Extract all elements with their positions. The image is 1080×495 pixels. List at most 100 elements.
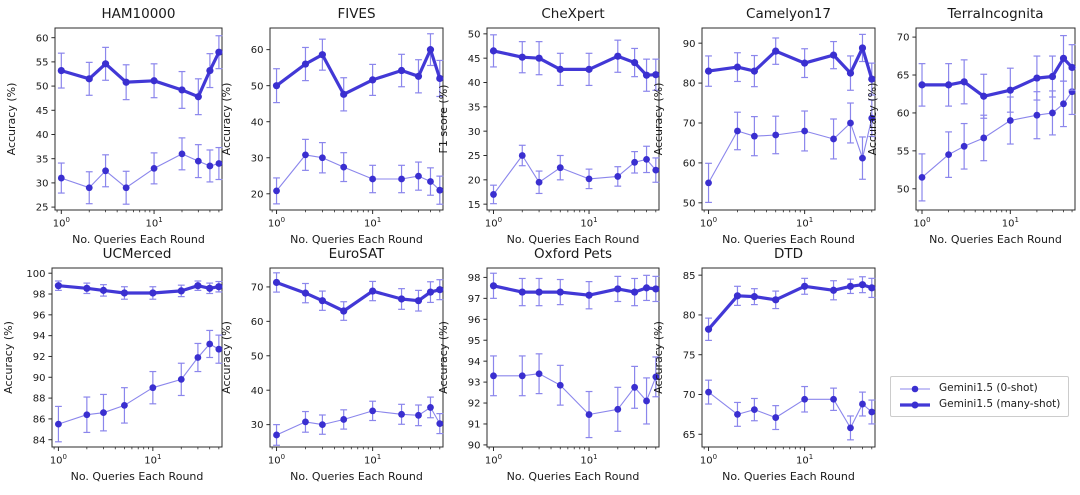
data-point-marker <box>340 307 348 315</box>
x-tick-label: 100 <box>53 216 70 230</box>
series-line <box>275 280 441 313</box>
data-point-marker <box>733 292 742 300</box>
y-tick-label: 94 <box>468 357 481 368</box>
data-point-marker <box>868 75 876 83</box>
data-point-marker <box>631 383 639 391</box>
data-point-marker <box>149 384 157 392</box>
data-point-marker <box>535 370 543 378</box>
data-point-marker <box>194 354 202 361</box>
y-tick-label: 30 <box>36 178 49 189</box>
data-point-marker <box>631 288 639 296</box>
data-point-marker <box>272 278 281 287</box>
x-tick-label: 101 <box>364 216 381 230</box>
data-point-marker <box>642 71 651 79</box>
series-many-shot <box>489 272 660 310</box>
y-tick-label: 40 <box>468 78 481 89</box>
data-point-marker <box>652 71 660 79</box>
data-point-marker <box>772 131 780 139</box>
y-tick-label: 40 <box>251 117 264 128</box>
y-tick-label: 15 <box>468 200 481 211</box>
data-point-marker <box>206 162 214 170</box>
data-point-marker <box>177 375 185 383</box>
data-point-marker <box>415 172 422 180</box>
x-axis-label: No. Queries Each Round <box>722 470 855 483</box>
legend: Gemini1.5 (0-shot) Gemini1.5 (many-shot) <box>890 376 1070 417</box>
data-point-marker <box>273 431 280 439</box>
y-axis-label: Accuracy (%) <box>866 83 879 156</box>
data-point-marker <box>750 67 758 75</box>
y-tick-label: 55 <box>897 146 910 157</box>
data-point-marker <box>206 284 214 292</box>
y-tick-label: 45 <box>36 106 49 117</box>
data-point-marker <box>960 78 968 86</box>
y-tick-label: 88 <box>33 394 46 405</box>
series-zero-shot <box>705 99 876 204</box>
data-point-marker <box>178 86 186 94</box>
y-tick-label: 25 <box>468 151 481 162</box>
data-point-marker <box>150 164 158 172</box>
y-tick-label: 50 <box>251 351 264 362</box>
data-point-marker <box>1068 63 1076 72</box>
y-tick-label: 90 <box>468 441 481 452</box>
data-point-marker <box>397 66 406 75</box>
y-tick-label: 96 <box>33 310 46 321</box>
data-point-marker <box>945 151 952 159</box>
legend-item-zero-shot: Gemini1.5 (0-shot) <box>898 382 1060 395</box>
data-point-marker <box>801 127 809 135</box>
data-point-marker <box>436 74 444 83</box>
series-zero-shot <box>57 137 223 205</box>
data-point-marker <box>704 325 713 333</box>
data-point-marker <box>215 48 223 56</box>
x-axis-label: No. Queries Each Round <box>507 233 640 246</box>
data-point-marker <box>436 186 444 194</box>
x-tick-label: 101 <box>580 216 597 230</box>
thick-line-marker-icon <box>900 401 930 408</box>
data-point-marker <box>436 420 444 427</box>
y-tick-label: 60 <box>897 109 910 120</box>
data-point-marker <box>369 407 377 415</box>
data-point-marker <box>652 166 660 174</box>
data-point-marker <box>1060 100 1067 108</box>
subplot-oxford-pets: 90 91 92 93 94 95 96 97 98 100 101 Oxford Pets Accur… <box>437 246 660 483</box>
x-axis-label: No. Queries Each Round <box>72 233 205 246</box>
axes-frame <box>915 27 1076 211</box>
y-axis-label: Accuracy (%) <box>437 321 450 394</box>
data-point-marker <box>272 82 281 90</box>
data-point-marker <box>631 158 639 166</box>
data-point-marker <box>177 287 185 295</box>
data-point-marker <box>1033 74 1041 82</box>
data-point-marker <box>318 297 326 305</box>
subplot-title: EuroSAT <box>329 246 386 262</box>
series-line <box>276 154 441 192</box>
y-tick-label: 100 <box>26 269 45 280</box>
subplot-title: FIVES <box>337 6 375 22</box>
data-point-marker <box>614 52 622 60</box>
data-point-marker <box>101 60 110 68</box>
data-point-marker <box>585 291 593 299</box>
legend-label-zero-shot: Gemini1.5 (0-shot) <box>939 382 1038 394</box>
y-tick-label: 20 <box>468 175 481 186</box>
y-tick-label: 50 <box>251 81 264 92</box>
y-tick-label: 35 <box>36 154 49 165</box>
y-axis-label: Accuracy (%) <box>220 321 233 394</box>
x-axis-label: No. Queries Each Round <box>507 470 640 483</box>
data-point-marker <box>829 286 838 294</box>
data-point-marker <box>301 289 310 297</box>
data-point-marker <box>1006 117 1014 124</box>
y-tick-label: 93 <box>468 378 481 389</box>
data-point-marker <box>733 63 742 71</box>
y-tick-label: 92 <box>33 352 46 363</box>
data-point-marker <box>99 286 108 294</box>
x-tick-label: 100 <box>485 216 502 230</box>
axes-frame <box>54 27 223 211</box>
data-point-marker <box>734 410 741 418</box>
data-point-marker <box>490 372 497 380</box>
subplot-camelyon17: 50 60 70 80 90 100 101 Camelyon17 Accuracy (%) No… <box>652 6 876 246</box>
subplot-title: HAM10000 <box>102 6 176 22</box>
data-point-marker <box>518 372 526 380</box>
data-point-marker <box>415 411 422 419</box>
data-point-marker <box>556 65 564 73</box>
data-point-marker <box>556 288 564 296</box>
data-point-marker <box>846 282 855 290</box>
